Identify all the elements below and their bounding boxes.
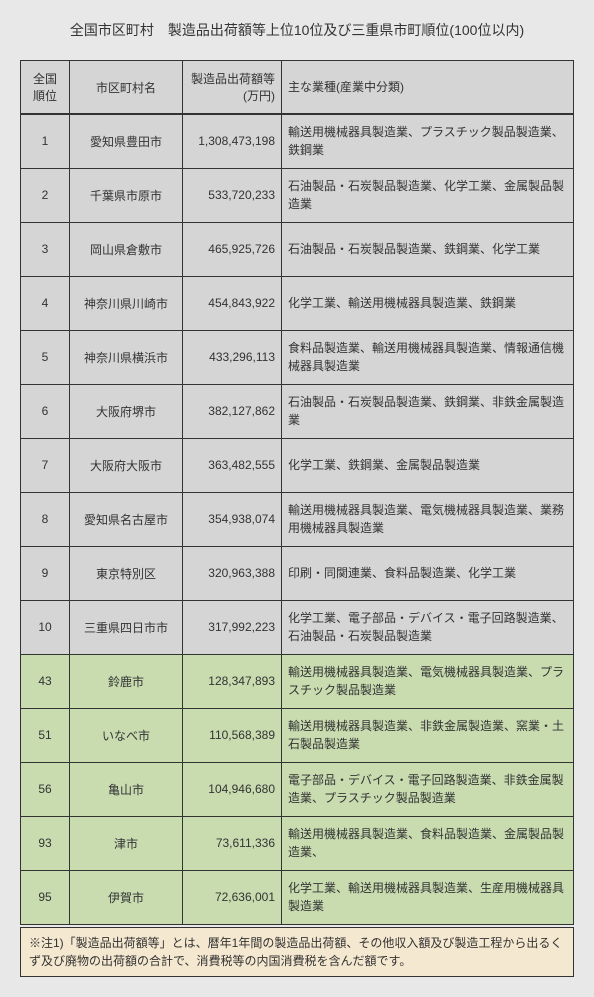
table-row: 4神奈川県川崎市454,843,922化学工業、輸送用機械器具製造業、鉄鋼業 [21, 276, 574, 330]
cell-city: 岡山県倉敷市 [70, 222, 183, 276]
table-row: 43鈴鹿市128,347,893輸送用機械器具製造業、電気機械器具製造業、プラス… [21, 654, 574, 708]
cell-amount: 465,925,726 [183, 222, 282, 276]
cell-amount: 128,347,893 [183, 654, 282, 708]
footnote: ※注1)「製造品出荷額等」とは、暦年1年間の製造品出荷額、その他収入額及び製造工… [20, 927, 574, 977]
page-title: 全国市区町村 製造品出荷額等上位10位及び三重県市町順位(100位以内) [20, 20, 574, 40]
table-row: 5神奈川県横浜市433,296,113食料品製造業、輸送用機械器具製造業、情報通… [21, 330, 574, 384]
table-row: 10三重県四日市市317,992,223化学工業、電子部品・デバイス・電子回路製… [21, 600, 574, 654]
cell-city: 千葉県市原市 [70, 168, 183, 222]
cell-industry: 化学工業、鉄鋼業、金属製品製造業 [282, 438, 574, 492]
cell-rank: 56 [21, 762, 70, 816]
table-row: 95伊賀市72,636,001化学工業、輸送用機械器具製造業、生産用機械器具製造… [21, 870, 574, 924]
cell-rank: 7 [21, 438, 70, 492]
cell-rank: 8 [21, 492, 70, 546]
table-row: 7大阪府大阪市363,482,555化学工業、鉄鋼業、金属製品製造業 [21, 438, 574, 492]
cell-industry: 電子部品・デバイス・電子回路製造業、非鉄金属製造業、プラスチック製品製造業 [282, 762, 574, 816]
cell-industry: 石油製品・石炭製品製造業、鉄鋼業、非鉄金属製造業 [282, 384, 574, 438]
cell-city: いなべ市 [70, 708, 183, 762]
header-rank: 全国 順位 [21, 61, 70, 115]
table-row: 51いなべ市110,568,389輸送用機械器具製造業、非鉄金属製造業、窯業・土… [21, 708, 574, 762]
cell-rank: 9 [21, 546, 70, 600]
cell-industry: 輸送用機械器具製造業、食料品製造業、金属製品製造業、 [282, 816, 574, 870]
cell-amount: 73,611,336 [183, 816, 282, 870]
table-row: 6大阪府堺市382,127,862石油製品・石炭製品製造業、鉄鋼業、非鉄金属製造… [21, 384, 574, 438]
table-row: 56亀山市104,946,680電子部品・デバイス・電子回路製造業、非鉄金属製造… [21, 762, 574, 816]
cell-amount: 382,127,862 [183, 384, 282, 438]
cell-rank: 95 [21, 870, 70, 924]
cell-city: 愛知県名古屋市 [70, 492, 183, 546]
table-row: 3岡山県倉敷市465,925,726石油製品・石炭製品製造業、鉄鋼業、化学工業 [21, 222, 574, 276]
cell-city: 亀山市 [70, 762, 183, 816]
cell-rank: 2 [21, 168, 70, 222]
cell-industry: 輸送用機械器具製造業、非鉄金属製造業、窯業・土石製品製造業 [282, 708, 574, 762]
cell-industry: 輸送用機械器具製造業、電気機械器具製造業、業務用機械器具製造業 [282, 492, 574, 546]
cell-city: 鈴鹿市 [70, 654, 183, 708]
header-industry: 主な業種(産業中分類) [282, 61, 574, 115]
cell-industry: 石油製品・石炭製品製造業、鉄鋼業、化学工業 [282, 222, 574, 276]
cell-city: 愛知県豊田市 [70, 114, 183, 168]
cell-industry: 印刷・同関連業、食料品製造業、化学工業 [282, 546, 574, 600]
cell-rank: 5 [21, 330, 70, 384]
table-row: 1愛知県豊田市1,308,473,198輸送用機械器具製造業、プラスチック製品製… [21, 114, 574, 168]
cell-city: 伊賀市 [70, 870, 183, 924]
cell-amount: 104,946,680 [183, 762, 282, 816]
cell-rank: 10 [21, 600, 70, 654]
cell-city: 神奈川県横浜市 [70, 330, 183, 384]
cell-amount: 533,720,233 [183, 168, 282, 222]
table-header-row: 全国 順位 市区町村名 製造品出荷額等(万円) 主な業種(産業中分類) [21, 61, 574, 115]
ranking-table: 全国 順位 市区町村名 製造品出荷額等(万円) 主な業種(産業中分類) 1愛知県… [20, 60, 574, 925]
cell-amount: 454,843,922 [183, 276, 282, 330]
cell-city: 大阪府堺市 [70, 384, 183, 438]
cell-amount: 320,963,388 [183, 546, 282, 600]
table-row: 9東京特別区320,963,388印刷・同関連業、食料品製造業、化学工業 [21, 546, 574, 600]
cell-rank: 1 [21, 114, 70, 168]
table-row: 8愛知県名古屋市354,938,074輸送用機械器具製造業、電気機械器具製造業、… [21, 492, 574, 546]
cell-city: 大阪府大阪市 [70, 438, 183, 492]
cell-city: 神奈川県川崎市 [70, 276, 183, 330]
cell-city: 東京特別区 [70, 546, 183, 600]
cell-amount: 72,636,001 [183, 870, 282, 924]
cell-industry: 食料品製造業、輸送用機械器具製造業、情報通信機械器具製造業 [282, 330, 574, 384]
cell-city: 津市 [70, 816, 183, 870]
cell-amount: 363,482,555 [183, 438, 282, 492]
cell-rank: 4 [21, 276, 70, 330]
header-city: 市区町村名 [70, 61, 183, 115]
cell-industry: 化学工業、電子部品・デバイス・電子回路製造業、石油製品・石炭製品製造業 [282, 600, 574, 654]
cell-amount: 317,992,223 [183, 600, 282, 654]
cell-amount: 433,296,113 [183, 330, 282, 384]
cell-industry: 石油製品・石炭製品製造業、化学工業、金属製品製造業 [282, 168, 574, 222]
cell-amount: 110,568,389 [183, 708, 282, 762]
cell-industry: 化学工業、輸送用機械器具製造業、生産用機械器具製造業 [282, 870, 574, 924]
table-row: 2千葉県市原市533,720,233石油製品・石炭製品製造業、化学工業、金属製品… [21, 168, 574, 222]
cell-amount: 1,308,473,198 [183, 114, 282, 168]
header-amount: 製造品出荷額等(万円) [183, 61, 282, 115]
cell-industry: 化学工業、輸送用機械器具製造業、鉄鋼業 [282, 276, 574, 330]
cell-city: 三重県四日市市 [70, 600, 183, 654]
cell-rank: 3 [21, 222, 70, 276]
cell-rank: 6 [21, 384, 70, 438]
cell-rank: 93 [21, 816, 70, 870]
cell-amount: 354,938,074 [183, 492, 282, 546]
cell-industry: 輸送用機械器具製造業、電気機械器具製造業、プラスチック製品製造業 [282, 654, 574, 708]
table-row: 93津市73,611,336輸送用機械器具製造業、食料品製造業、金属製品製造業、 [21, 816, 574, 870]
cell-rank: 51 [21, 708, 70, 762]
cell-industry: 輸送用機械器具製造業、プラスチック製品製造業、鉄鋼業 [282, 114, 574, 168]
cell-rank: 43 [21, 654, 70, 708]
